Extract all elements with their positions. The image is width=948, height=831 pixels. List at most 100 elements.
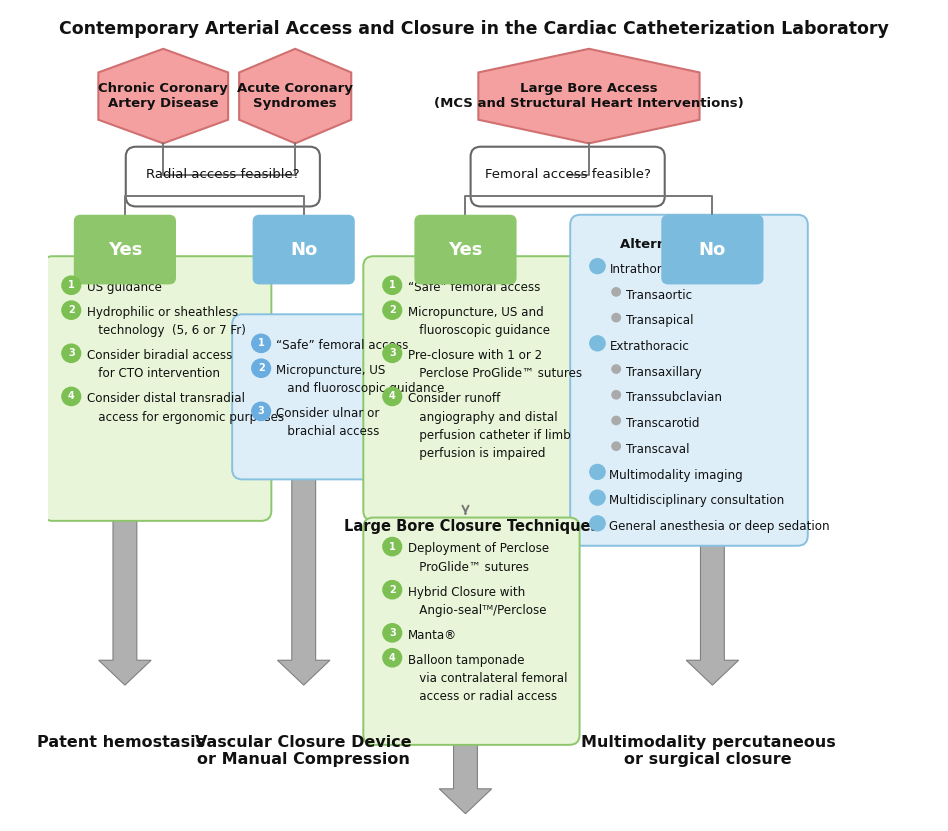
Circle shape xyxy=(611,313,620,322)
Text: Consider biradial access: Consider biradial access xyxy=(86,349,232,362)
Circle shape xyxy=(62,301,81,319)
Text: Transcarotid: Transcarotid xyxy=(627,417,700,430)
Circle shape xyxy=(590,336,605,351)
Polygon shape xyxy=(99,49,228,144)
Text: Consider runoff: Consider runoff xyxy=(408,392,500,406)
Text: Radial access feasible?: Radial access feasible? xyxy=(146,169,300,181)
Text: Micropuncture, US and: Micropuncture, US and xyxy=(408,306,543,319)
Polygon shape xyxy=(239,49,352,144)
Text: and fluoroscopic guidance: and fluoroscopic guidance xyxy=(277,382,445,396)
Polygon shape xyxy=(479,49,700,144)
Text: Pre-closure with 1 or 2: Pre-closure with 1 or 2 xyxy=(408,349,542,362)
Text: technology  (5, 6 or 7 Fr): technology (5, 6 or 7 Fr) xyxy=(86,324,246,337)
Text: Patent hemostasis: Patent hemostasis xyxy=(37,735,205,750)
Text: Angio-sealᵀᴹ/Perclose: Angio-sealᵀᴹ/Perclose xyxy=(408,604,546,617)
Circle shape xyxy=(611,365,620,373)
Text: Large Bore Closure Techniques: Large Bore Closure Techniques xyxy=(344,519,599,534)
Circle shape xyxy=(62,276,81,294)
Circle shape xyxy=(590,516,605,531)
Text: perfusion is impaired: perfusion is impaired xyxy=(408,447,545,460)
Text: Multidisciplinary consultation: Multidisciplinary consultation xyxy=(610,494,785,507)
Text: “Safe” femoral access: “Safe” femoral access xyxy=(277,339,409,352)
Text: 2: 2 xyxy=(389,585,395,595)
Circle shape xyxy=(383,344,402,362)
Text: Perclose ProGlide™ sutures: Perclose ProGlide™ sutures xyxy=(408,367,582,381)
Text: Vascular Closure Device
or Manual Compression: Vascular Closure Device or Manual Compre… xyxy=(195,735,412,767)
Circle shape xyxy=(590,490,605,505)
FancyArrow shape xyxy=(278,470,330,685)
Text: 4: 4 xyxy=(68,391,75,401)
Circle shape xyxy=(252,359,270,377)
Text: Transsubclavian: Transsubclavian xyxy=(627,391,722,405)
Circle shape xyxy=(383,387,402,406)
Text: 4: 4 xyxy=(389,391,395,401)
Text: ProGlide™ sutures: ProGlide™ sutures xyxy=(408,561,529,573)
Text: 3: 3 xyxy=(389,348,395,358)
Text: 1: 1 xyxy=(68,280,75,290)
FancyBboxPatch shape xyxy=(470,147,665,206)
Text: Extrathoracic: Extrathoracic xyxy=(610,340,689,353)
Text: Micropuncture, US: Micropuncture, US xyxy=(277,364,386,377)
Text: for CTO intervention: for CTO intervention xyxy=(86,367,220,381)
FancyArrow shape xyxy=(439,511,492,689)
Text: Manta®: Manta® xyxy=(408,629,457,642)
Text: Balloon tamponade: Balloon tamponade xyxy=(408,654,524,666)
FancyBboxPatch shape xyxy=(43,256,271,521)
FancyBboxPatch shape xyxy=(126,147,319,206)
FancyBboxPatch shape xyxy=(570,214,808,546)
Circle shape xyxy=(611,416,620,425)
Text: Alternative access: Alternative access xyxy=(620,238,757,251)
Text: access for ergonomic purposes: access for ergonomic purposes xyxy=(86,411,283,424)
Text: 2: 2 xyxy=(68,305,75,315)
Text: fluoroscopic guidance: fluoroscopic guidance xyxy=(408,324,550,337)
Text: Hydrophilic or sheathless: Hydrophilic or sheathless xyxy=(86,306,238,319)
Text: Consider ulnar or: Consider ulnar or xyxy=(277,407,380,420)
Text: Deployment of Perclose: Deployment of Perclose xyxy=(408,543,549,555)
FancyBboxPatch shape xyxy=(363,256,579,521)
FancyBboxPatch shape xyxy=(662,214,763,284)
Circle shape xyxy=(611,442,620,450)
Circle shape xyxy=(590,258,605,273)
Text: No: No xyxy=(290,241,318,258)
Circle shape xyxy=(252,402,270,420)
Text: Intrathoracic: Intrathoracic xyxy=(610,263,686,276)
Text: Transaortic: Transaortic xyxy=(627,288,693,302)
Text: access or radial access: access or radial access xyxy=(408,690,556,703)
Circle shape xyxy=(383,301,402,319)
Text: Transaxillary: Transaxillary xyxy=(627,366,702,379)
Text: Multimodality percutaneous
or surgical closure: Multimodality percutaneous or surgical c… xyxy=(581,735,835,767)
Circle shape xyxy=(62,344,81,362)
Text: Multimodality imaging: Multimodality imaging xyxy=(610,469,743,482)
Circle shape xyxy=(252,334,270,352)
Text: 1: 1 xyxy=(389,542,395,552)
Text: brachial access: brachial access xyxy=(277,425,380,439)
FancyArrow shape xyxy=(439,735,492,814)
FancyBboxPatch shape xyxy=(232,314,410,479)
Text: “Safe” femoral access: “Safe” femoral access xyxy=(408,281,540,294)
FancyBboxPatch shape xyxy=(74,214,176,284)
Text: No: No xyxy=(699,241,726,258)
Text: General anesthesia or deep sedation: General anesthesia or deep sedation xyxy=(610,520,830,533)
Circle shape xyxy=(383,276,402,294)
Text: angiography and distal: angiography and distal xyxy=(408,411,557,424)
Text: perfusion catheter if limb: perfusion catheter if limb xyxy=(408,429,571,442)
Text: Contemporary Arterial Access and Closure in the Cardiac Catheterization Laborato: Contemporary Arterial Access and Closure… xyxy=(59,20,889,38)
Text: 2: 2 xyxy=(258,363,264,373)
Text: Chronic Coronary
Artery Disease: Chronic Coronary Artery Disease xyxy=(99,82,228,110)
FancyBboxPatch shape xyxy=(252,214,355,284)
Circle shape xyxy=(590,465,605,479)
Circle shape xyxy=(383,649,402,666)
Text: Transcaval: Transcaval xyxy=(627,443,690,456)
Text: 1: 1 xyxy=(258,338,264,348)
Circle shape xyxy=(62,387,81,406)
Circle shape xyxy=(611,391,620,399)
FancyBboxPatch shape xyxy=(414,214,517,284)
Text: 1: 1 xyxy=(389,280,395,290)
Text: US guidance: US guidance xyxy=(86,281,161,294)
Text: Femoral access feasible?: Femoral access feasible? xyxy=(484,169,650,181)
Text: Consider distal transradial: Consider distal transradial xyxy=(86,392,245,406)
Text: Hybrid Closure with: Hybrid Closure with xyxy=(408,586,525,598)
Circle shape xyxy=(611,288,620,296)
Text: Yes: Yes xyxy=(448,241,483,258)
Text: Large Bore Access
(MCS and Structural Heart Interventions): Large Bore Access (MCS and Structural He… xyxy=(434,82,744,110)
